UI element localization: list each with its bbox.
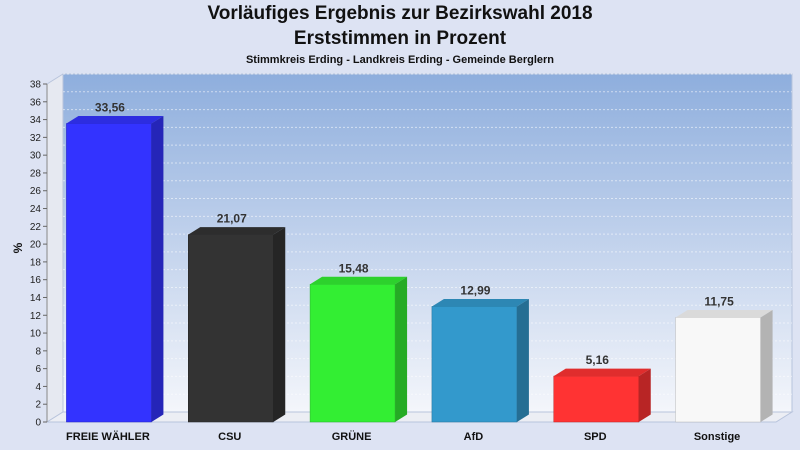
bar-top bbox=[66, 115, 164, 124]
x-category-label: AfD bbox=[464, 431, 484, 443]
bar-front bbox=[431, 306, 518, 423]
bar-top bbox=[675, 309, 773, 318]
chart-location-subtitle: Stimmkreis Erding - Landkreis Erding - G… bbox=[245, 54, 555, 66]
bar-top bbox=[188, 227, 286, 235]
bar-side bbox=[273, 227, 286, 422]
y-tick-label: 38 bbox=[30, 80, 42, 91]
bars bbox=[66, 115, 773, 423]
y-axis-label: % bbox=[11, 242, 25, 253]
bar-top bbox=[431, 298, 529, 307]
bar-side bbox=[760, 309, 773, 422]
y-tick-label: 34 bbox=[30, 115, 42, 126]
bar-front bbox=[553, 375, 639, 423]
bar-front bbox=[675, 317, 761, 423]
bar bbox=[675, 309, 773, 423]
plot-left-wall bbox=[46, 73, 64, 423]
bar-side bbox=[151, 115, 164, 423]
bar-side bbox=[395, 276, 408, 422]
chart-title: Vorläufiges Ergebnis zur Bezirkswahl 201… bbox=[207, 3, 593, 24]
bar-top bbox=[310, 276, 408, 285]
y-tick-label: 22 bbox=[30, 222, 42, 233]
bar bbox=[553, 368, 651, 423]
y-tick-label: 32 bbox=[30, 133, 42, 144]
y-tick-label: 0 bbox=[35, 418, 41, 429]
x-axis: FREIE WÄHLER CSU GRÜNE AfD SPD Sonstige bbox=[66, 430, 740, 443]
bar bbox=[188, 227, 286, 423]
bar-value-label: 15,48 bbox=[339, 261, 369, 275]
x-category-label: FREIE WÄHLER bbox=[66, 430, 150, 443]
y-tick-label: 8 bbox=[35, 346, 41, 357]
gridlines bbox=[63, 73, 792, 395]
y-tick-label: 20 bbox=[30, 240, 42, 251]
bar-front bbox=[309, 284, 396, 423]
y-tick-label: 14 bbox=[30, 293, 42, 304]
plot-back-wall bbox=[62, 73, 793, 413]
y-tick-label: 4 bbox=[35, 382, 41, 393]
x-category-label: CSU bbox=[218, 431, 241, 443]
bar-side bbox=[516, 298, 529, 422]
bar-value-label: 33,56 bbox=[95, 100, 125, 114]
bar-front bbox=[188, 234, 274, 423]
chart-subtitle-main: Erststimmen in Prozent bbox=[293, 28, 507, 49]
bar-value-label: 21,07 bbox=[217, 212, 247, 226]
y-tick-label: 36 bbox=[30, 97, 42, 108]
y-tick-label: 6 bbox=[35, 364, 41, 375]
bar-front bbox=[66, 123, 152, 423]
bar-side bbox=[638, 368, 651, 422]
bar-value-label: 5,16 bbox=[586, 353, 610, 367]
bar bbox=[309, 276, 408, 423]
x-category-label: Sonstige bbox=[694, 431, 740, 443]
bar-value-label: 11,75 bbox=[704, 294, 734, 308]
y-tick-label: 12 bbox=[30, 311, 42, 322]
value-labels: 33,56 21,07 15,48 12,99 5,16 11,75 bbox=[95, 100, 734, 367]
bar bbox=[431, 298, 529, 423]
y-tick-label: 28 bbox=[30, 168, 42, 179]
bar-top bbox=[553, 368, 651, 377]
x-category-label: GRÜNE bbox=[332, 430, 372, 443]
y-tick-label: 18 bbox=[30, 257, 42, 268]
y-tick-label: 30 bbox=[30, 151, 42, 162]
y-tick-label: 26 bbox=[30, 186, 42, 197]
y-tick-label: 16 bbox=[30, 275, 42, 286]
bar-value-label: 12,99 bbox=[460, 283, 490, 297]
y-tick-label: 2 bbox=[35, 400, 41, 411]
y-tick-label: 10 bbox=[30, 329, 42, 340]
y-tick-label: 24 bbox=[30, 204, 42, 215]
bar bbox=[66, 115, 164, 423]
x-category-label: SPD bbox=[584, 431, 607, 443]
